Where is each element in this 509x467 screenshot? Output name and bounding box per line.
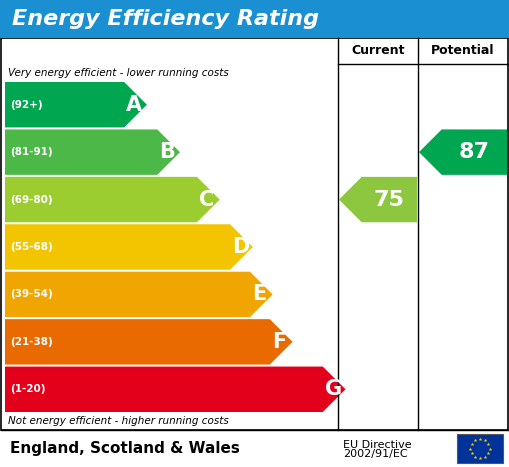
- Text: Energy Efficiency Rating: Energy Efficiency Rating: [12, 9, 319, 29]
- Text: 2002/91/EC: 2002/91/EC: [343, 448, 408, 459]
- Text: (39-54): (39-54): [10, 290, 53, 299]
- Text: 75: 75: [374, 190, 405, 210]
- Text: (92+): (92+): [10, 100, 43, 110]
- Polygon shape: [5, 319, 293, 365]
- Bar: [1, 38, 508, 430]
- Polygon shape: [5, 82, 147, 127]
- Text: F: F: [272, 332, 286, 352]
- Polygon shape: [5, 367, 346, 412]
- Text: (55-68): (55-68): [10, 242, 53, 252]
- Text: G: G: [325, 379, 342, 399]
- Text: Not energy efficient - higher running costs: Not energy efficient - higher running co…: [8, 416, 229, 426]
- Text: (1-20): (1-20): [10, 384, 45, 394]
- Polygon shape: [5, 129, 180, 175]
- Bar: [457, 434, 503, 463]
- Polygon shape: [5, 272, 273, 317]
- Text: EU Directive: EU Directive: [343, 439, 412, 450]
- Text: (69-80): (69-80): [10, 195, 52, 205]
- Text: 87: 87: [459, 142, 490, 162]
- Polygon shape: [5, 177, 220, 222]
- Polygon shape: [419, 129, 507, 175]
- Text: E: E: [252, 284, 266, 304]
- Text: Very energy efficient - lower running costs: Very energy efficient - lower running co…: [8, 68, 229, 78]
- Text: C: C: [199, 190, 214, 210]
- Text: D: D: [232, 237, 249, 257]
- Text: Current: Current: [351, 44, 405, 57]
- Polygon shape: [5, 224, 253, 270]
- Text: (81-91): (81-91): [10, 147, 52, 157]
- Text: Potential: Potential: [431, 44, 495, 57]
- Text: (21-38): (21-38): [10, 337, 53, 347]
- Polygon shape: [339, 177, 417, 222]
- Bar: [0, 0, 509, 38]
- Text: B: B: [159, 142, 175, 162]
- Text: England, Scotland & Wales: England, Scotland & Wales: [10, 441, 240, 456]
- Text: A: A: [126, 95, 143, 115]
